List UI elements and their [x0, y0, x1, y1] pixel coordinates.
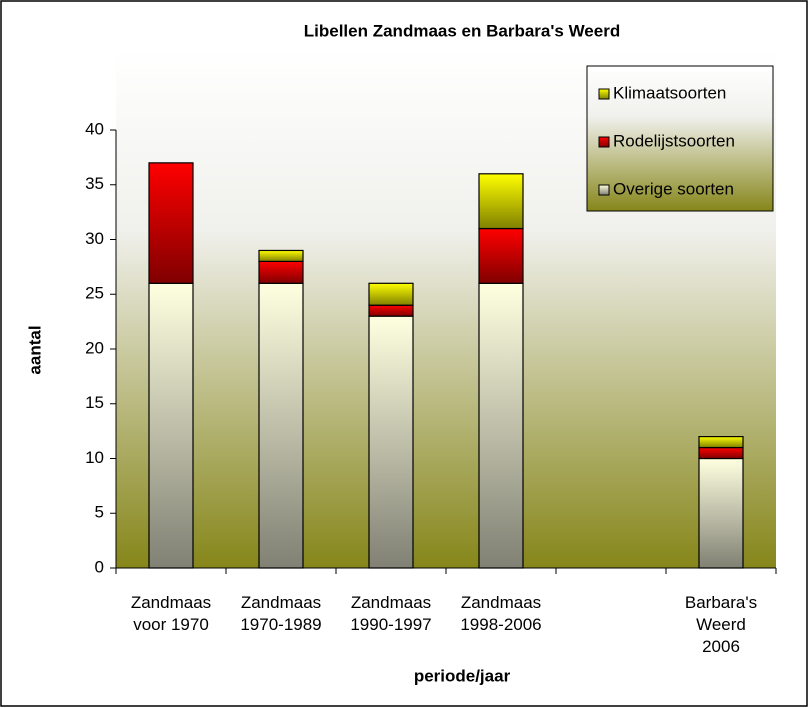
bar-segment [368, 304, 414, 317]
legend-label: Overige soorten [613, 179, 734, 198]
legend-box [586, 65, 774, 212]
y-tick-label: 40 [85, 119, 104, 138]
bar-segment [368, 282, 414, 306]
bar-segment [148, 162, 194, 284]
bar-segment [698, 446, 744, 460]
y-tick-label: 10 [85, 448, 104, 467]
y-tick-label: 30 [85, 229, 104, 248]
legend-swatch [598, 184, 610, 196]
y-tick-label: 35 [85, 174, 104, 193]
y-tick-label: 25 [85, 284, 104, 303]
bar-segment [478, 173, 524, 230]
bar-segment [478, 227, 524, 284]
x-tick-label: Zandmaas 1970-1989 [240, 593, 322, 634]
legend-label: Rodelijstsoorten [613, 131, 735, 150]
y-tick-label: 15 [85, 393, 104, 412]
x-tick-label: Barbara's Weerd 2006 [684, 593, 758, 656]
bar-segment [478, 282, 524, 569]
bar-segment [698, 436, 744, 449]
bar-segment [258, 249, 304, 262]
legend-swatch [598, 136, 610, 148]
bar-segment [258, 282, 304, 569]
bar-segment [698, 457, 744, 569]
x-tick-label: Zandmaas 1990-1997 [350, 593, 432, 634]
bar-segment [148, 282, 194, 569]
chart-title: Libellen Zandmaas en Barbara's Weerd [304, 21, 620, 40]
legend-label: Klimaatsoorten [613, 83, 726, 102]
y-tick-label: 20 [85, 338, 104, 357]
bar-segment [368, 315, 414, 569]
legend-swatch [598, 88, 610, 100]
x-tick-label: Zandmaas 1998-2006 [460, 593, 542, 634]
y-axis-label: aantal [25, 325, 44, 374]
y-tick-label: 5 [95, 503, 104, 522]
bar-segment [258, 260, 304, 284]
x-tick-label: Zandmaas voor 1970 [130, 593, 212, 634]
y-tick-label: 0 [95, 557, 104, 576]
x-axis-label: periode/jaar [414, 666, 511, 685]
